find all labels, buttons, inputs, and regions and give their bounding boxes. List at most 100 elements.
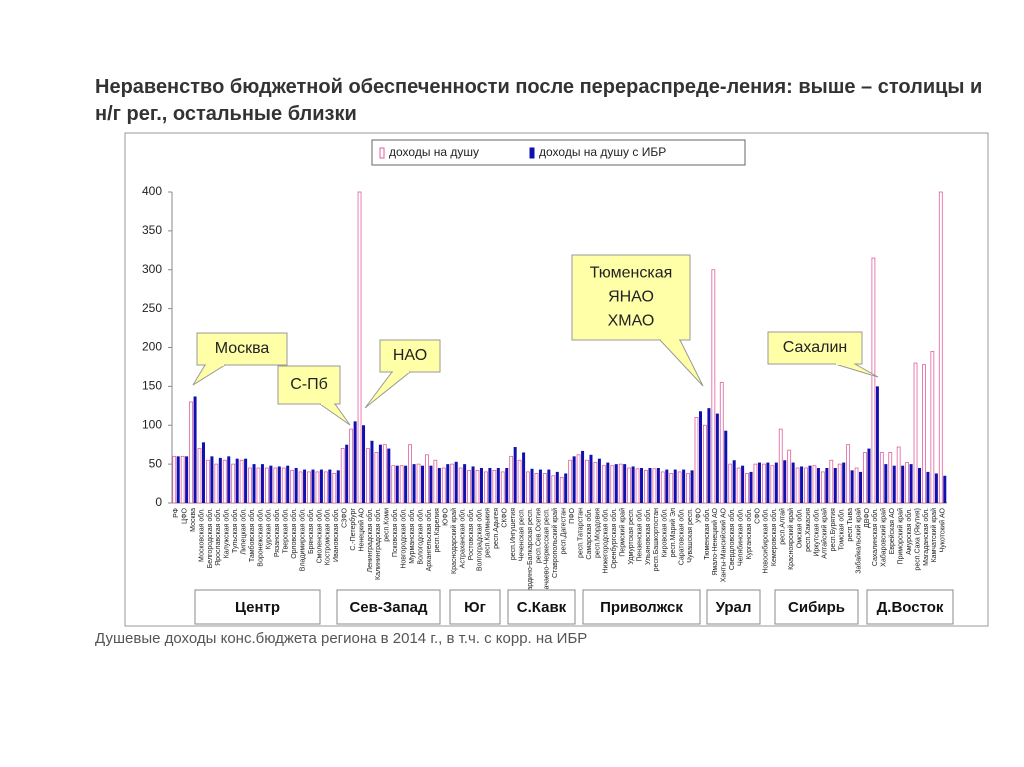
callout-text: Москва <box>215 340 270 357</box>
x-tick-label: Белгородская обл. <box>206 508 214 568</box>
callout-text: С-Пб <box>290 376 328 393</box>
bar <box>837 463 842 504</box>
callout-box <box>379 339 441 373</box>
x-tick-label: Новосибирская обл. <box>762 508 770 574</box>
bar <box>833 468 837 503</box>
bar <box>804 467 808 504</box>
x-tick-label: респ.Башкортостан <box>653 508 660 571</box>
bar <box>766 462 770 503</box>
bar <box>366 448 370 504</box>
callout-text: НАО <box>393 347 427 364</box>
x-tick-label: СЗФО <box>342 507 349 527</box>
bar <box>349 428 354 504</box>
y-tick-label: 200 <box>142 340 162 354</box>
bar <box>648 468 652 503</box>
y-tick-label: 300 <box>142 262 162 276</box>
bar <box>741 465 745 503</box>
bar <box>399 465 404 504</box>
bar <box>421 465 425 503</box>
bar <box>800 466 804 503</box>
x-tick-label: Пензенская обл. <box>635 508 643 562</box>
bar <box>660 471 665 504</box>
bar <box>724 430 728 503</box>
bar <box>374 452 379 504</box>
bar <box>412 464 416 503</box>
bar <box>934 473 938 503</box>
bar <box>189 401 193 504</box>
x-tick-label: Воронежская обл. <box>256 508 264 567</box>
x-tick-label: Москва <box>190 508 197 532</box>
bar <box>404 465 408 503</box>
x-tick-label: респ.Мордовия <box>594 508 601 558</box>
bar <box>315 471 320 504</box>
group-label: Центр <box>235 599 280 616</box>
x-tick-label: Костромская обл. <box>324 508 332 565</box>
x-tick-label: Рязанская обл. <box>273 508 281 557</box>
group-box <box>774 589 859 625</box>
bar <box>918 468 922 503</box>
x-tick-label: Ивановская обл. <box>332 508 340 562</box>
bar <box>307 471 311 504</box>
bar <box>244 458 248 503</box>
bar <box>446 464 450 503</box>
x-tick-label: респ.Алтай <box>779 508 787 545</box>
bar <box>892 465 896 503</box>
x-tick-label: СФО <box>754 507 761 523</box>
x-tick-label: Томская обл. <box>838 508 846 550</box>
bar <box>715 413 719 503</box>
x-tick-label: ПФО <box>569 507 576 523</box>
bar <box>770 465 775 504</box>
x-tick-label: респ.Саха (Якутия) <box>914 508 921 571</box>
legend-label: доходы на душу с ИБР <box>539 145 666 159</box>
x-tick-label: респ.Ингушетия <box>510 508 517 560</box>
bar <box>180 455 185 504</box>
bar <box>926 471 930 503</box>
x-tick-label: Вологодская обл. <box>416 508 424 565</box>
bar <box>698 411 702 503</box>
group-box <box>336 589 441 625</box>
callout-seam <box>321 402 334 405</box>
callout: Москва <box>192 332 288 386</box>
callout-text: Сахалин <box>783 339 847 356</box>
bar <box>682 469 686 503</box>
x-tick-label: ЦФО <box>181 507 188 524</box>
bar <box>357 191 362 504</box>
bar <box>281 467 286 504</box>
x-tick-label: СКФО <box>502 507 509 527</box>
bar <box>555 471 559 503</box>
bar <box>391 465 396 504</box>
bar <box>913 362 918 504</box>
group-label: Сев-Запад <box>349 599 428 616</box>
bar <box>736 467 741 504</box>
x-tick-label: Курская обл. <box>265 508 273 549</box>
bar <box>795 467 800 504</box>
x-tick-label: С.-Петербург <box>349 508 357 551</box>
y-tick-label: 50 <box>149 456 163 470</box>
x-tick-label: Камчатский край <box>930 508 938 562</box>
group-box <box>194 589 321 625</box>
x-tick-label: Приморский край <box>897 508 905 565</box>
bar <box>943 475 947 503</box>
bar <box>669 473 674 504</box>
bar <box>479 468 483 503</box>
bar <box>564 473 568 503</box>
callout-pointer <box>658 339 704 387</box>
x-tick-label: Ханты-Мансийский АО <box>720 507 728 582</box>
bar <box>888 452 893 504</box>
bar <box>597 458 601 503</box>
bar <box>483 471 488 504</box>
x-tick-label: Ямало-Ненецкий АО <box>711 507 719 575</box>
bar <box>547 469 551 503</box>
bar <box>850 470 854 503</box>
x-tick-label: Хабаровский край <box>880 508 888 567</box>
bar <box>273 467 278 504</box>
x-tick-label: Астраханская обл. <box>458 508 466 568</box>
x-tick-label: Чувашская респ. <box>687 508 694 563</box>
bar <box>492 469 497 504</box>
group-box <box>507 589 576 625</box>
bar <box>437 468 441 503</box>
bar <box>896 446 901 504</box>
bar <box>526 471 530 504</box>
bar <box>825 468 829 503</box>
